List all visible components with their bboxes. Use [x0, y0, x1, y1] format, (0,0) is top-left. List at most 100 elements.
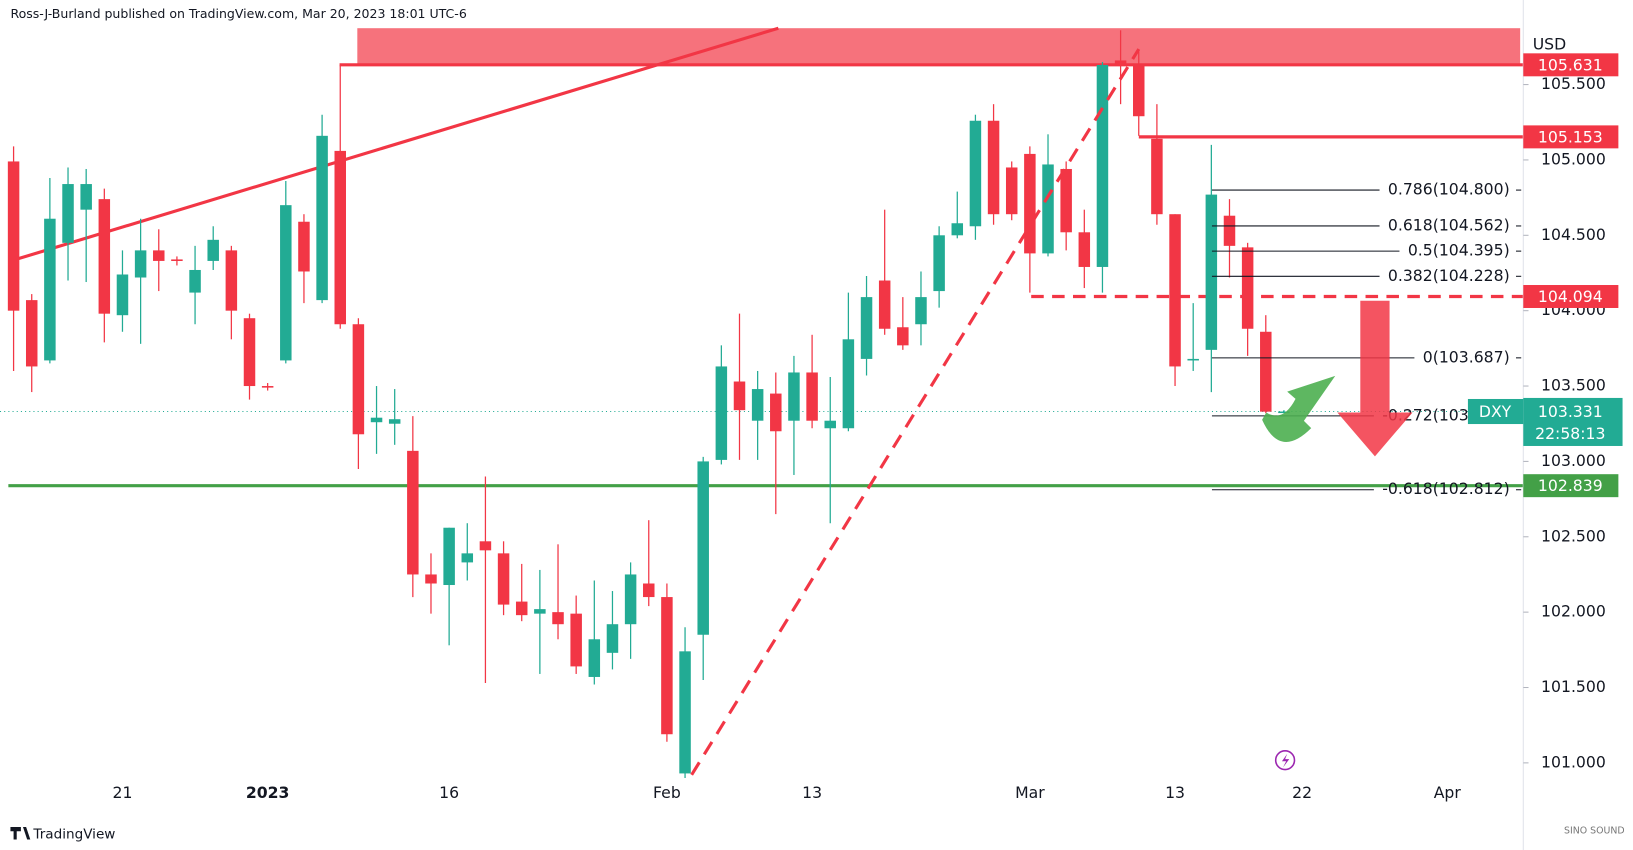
candle-body — [497, 553, 510, 605]
candle-body — [1169, 214, 1181, 367]
candle-body — [225, 250, 238, 311]
candle-body — [1187, 358, 1199, 361]
x-tick-label: 2023 — [246, 783, 290, 802]
x-tick-label: 22 — [1292, 783, 1312, 802]
candle-body — [25, 300, 38, 367]
candle-body — [1260, 331, 1272, 412]
candle-body — [1278, 411, 1290, 414]
price-tag-label: 103.331 — [1538, 402, 1603, 421]
candle-body — [643, 583, 655, 598]
candle-body — [679, 651, 691, 774]
y-tick-label: 102.500 — [1541, 526, 1606, 545]
candle-body — [1223, 215, 1236, 246]
green-arrow — [1262, 375, 1336, 442]
trend-line-dashed — [690, 48, 1141, 776]
x-tick-label: Mar — [1015, 783, 1045, 802]
x-tick-label: 16 — [439, 783, 459, 802]
candle-body — [407, 450, 419, 575]
candle-body — [515, 601, 528, 616]
y-tick-label: 101.500 — [1541, 677, 1606, 696]
candle-body — [44, 218, 56, 361]
candle-body — [207, 239, 219, 261]
level-tag — [1523, 125, 1619, 149]
candle-body — [788, 372, 800, 421]
candle-body — [860, 297, 873, 359]
x-tick-label: 13 — [1165, 783, 1185, 802]
price-tag — [1523, 397, 1623, 446]
candle-body — [878, 280, 891, 329]
tv-logo — [10, 827, 31, 840]
candle-body — [261, 386, 274, 388]
candle-body — [189, 269, 201, 293]
candle-body — [171, 259, 183, 261]
candle-body — [987, 120, 1000, 215]
footer: TradingView — [32, 826, 115, 842]
candle-body — [824, 420, 836, 429]
candle-body — [915, 297, 927, 325]
candle-body — [316, 135, 328, 301]
x-tick-label: Apr — [1434, 783, 1462, 802]
candle-body — [1005, 167, 1018, 215]
candle-body — [751, 389, 764, 421]
candle-body — [62, 184, 74, 243]
price-axis: 101.000 101.500 102.000 102.500 103.000 103.5… — [112, 0, 1606, 850]
candle-body — [1042, 164, 1054, 254]
candles — [7, 30, 1290, 778]
candle-body — [98, 199, 111, 314]
candle-body — [733, 381, 746, 411]
x-tick-label: 21 — [112, 783, 132, 802]
candle-body — [280, 205, 292, 361]
candle-body — [951, 223, 964, 236]
candle-body — [588, 639, 601, 677]
candle-body — [1151, 138, 1163, 215]
y-tick-label: 103.000 — [1541, 451, 1606, 470]
candle-body — [479, 541, 492, 551]
candle-body — [534, 609, 546, 614]
candle-body — [842, 339, 855, 429]
candle-body — [243, 318, 256, 387]
candle-body — [1060, 168, 1072, 233]
candle-body — [352, 324, 365, 435]
candle-body — [1114, 60, 1127, 65]
header: Ross-J-Burland published on TradingView.… — [10, 6, 466, 21]
level-tag — [1523, 53, 1619, 77]
candle-body — [933, 235, 945, 292]
y-tick-label: 101.000 — [1541, 752, 1606, 771]
candle-body — [134, 250, 147, 278]
trend-line — [9, 26, 779, 263]
y-tick-label: 105.500 — [1541, 74, 1606, 93]
candle-body — [697, 461, 709, 635]
level-tag-label: 105.631 — [1538, 55, 1603, 74]
candle-body — [370, 417, 383, 423]
candle-body — [1205, 194, 1218, 350]
zone-layer — [357, 28, 1521, 65]
candle-body — [806, 372, 818, 421]
event-icon[interactable] — [1274, 750, 1296, 771]
candle-body — [388, 419, 401, 424]
level-tag — [1523, 285, 1619, 308]
candle-body — [1024, 153, 1036, 254]
event-bolt — [1281, 753, 1290, 768]
currency: USD — [1533, 34, 1566, 53]
fib-label: 0.5(104.395) — [1408, 241, 1510, 260]
y-tick-label: 104.500 — [1541, 225, 1606, 244]
candle-body — [153, 250, 165, 261]
candle-body — [461, 553, 474, 563]
fib-label: 0.786(104.800) — [1388, 180, 1510, 199]
price-tags: 105.631 105.153 104.094 102.839 DXY 103.331 22… — [1467, 53, 1623, 498]
candle-body — [552, 612, 564, 625]
y-tick-label: 103.500 — [1541, 376, 1606, 395]
candle-body — [897, 327, 909, 346]
symbol-tag — [1467, 398, 1524, 425]
symbol-name: DXY — [1479, 402, 1512, 421]
fib-label: 0.382(104.228) — [1388, 266, 1510, 285]
candle-body — [1096, 64, 1109, 267]
y-tick-label: 102.000 — [1541, 602, 1606, 621]
resistance-zone — [357, 28, 1521, 65]
candle-body — [661, 597, 673, 735]
candle-body — [80, 184, 92, 210]
candle-body — [606, 624, 619, 653]
fib-label: -0.618(102.812) — [1382, 479, 1509, 498]
